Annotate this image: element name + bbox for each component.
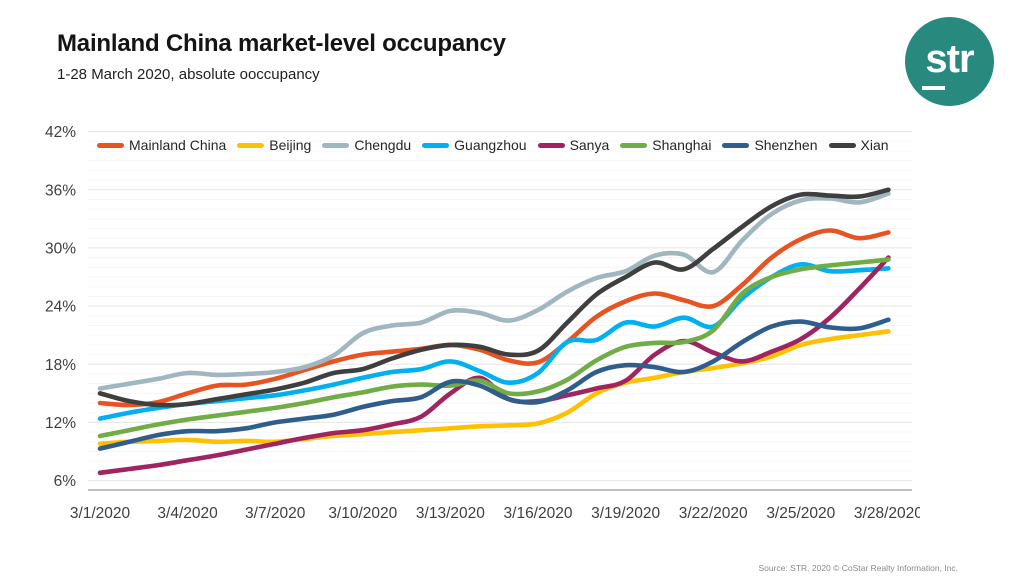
y-tick-label: 42% [45,124,76,141]
legend-item-mainland-china: Mainland China [97,137,226,153]
page-subtitle: 1-28 March 2020, absolute ooccupancy [57,66,320,83]
legend-label: Beijing [269,137,312,153]
legend-item-chengdu: Chengdu [322,137,411,153]
x-tick-label: 3/16/2020 [504,505,573,522]
y-tick-label: 12% [45,415,76,432]
occupancy-line-chart: 6% 12% 18% 24% 30% 36% 42% 3/1/2020 3/4/2020 3/7/… [45,124,920,522]
series-line-guangzhou [97,262,891,421]
x-tick-label: 3/4/2020 [157,505,218,522]
x-tick-label: 3/7/2020 [245,505,306,522]
legend-label: Shenzhen [754,137,818,153]
x-tick-label: 3/1/2020 [70,505,131,522]
legend-swatch [722,142,750,148]
chart-plot-wrapper: 6% 12% 18% 24% 30% 36% 42% 3/1/2020 3/4/2020 3/7/… [45,124,920,522]
legend-label: Mainland China [129,137,227,153]
series-line-beijing [97,329,891,447]
x-tick-label: 3/13/2020 [416,505,485,522]
x-tick-label: 3/25/2020 [766,505,835,522]
legend-swatch [620,142,648,148]
y-tick-label: 18% [45,357,76,374]
series-line-shenzhen [97,317,891,451]
source-note: Source: STR. 2020 © CoStar Realty Inform… [758,563,959,573]
x-tick-label: 3/19/2020 [591,505,660,522]
legend-swatch [828,142,856,148]
legend-item-sanya: Sanya [537,137,610,153]
legend-label: Shanghai [652,137,712,153]
series-line-shanghai [97,257,891,439]
legend-item-guangzhou: Guangzhou [422,137,527,153]
legend-item-shanghai: Shanghai [620,137,711,153]
legend-swatch [97,142,124,148]
legend-label: Chengdu [354,137,412,153]
str-logo-underline [922,86,945,90]
legend-swatch [237,142,265,148]
series-line-mainland-china [97,228,891,408]
y-tick-label: 6% [54,473,77,490]
series-line-chengdu [97,191,891,391]
str-logo: str [905,17,994,106]
x-tick-label: 3/10/2020 [328,505,397,522]
legend-label: Xian [860,137,889,153]
chart-legend: Mainland China Beijing Chengdu Guangzhou San… [97,137,912,153]
y-tick-label: 24% [45,299,76,316]
legend-swatch [322,142,350,148]
str-logo-text: str [925,37,974,81]
legend-swatch [422,142,450,148]
legend-label: Guangzhou [454,137,527,153]
x-tick-label: 3/28/2020 [854,505,920,522]
legend-label: Sanya [569,137,610,153]
page-title: Mainland China market-level occupancy [57,30,506,57]
legend-item-xian: Xian [828,137,889,153]
legend-item-shenzhen: Shenzhen [722,137,818,153]
legend-swatch [537,142,565,148]
x-tick-label: 3/22/2020 [679,505,748,522]
y-tick-label: 36% [45,182,76,199]
legend-item-beijing: Beijing [237,137,311,153]
series-line-xian [97,187,891,408]
y-tick-label: 30% [45,240,76,257]
